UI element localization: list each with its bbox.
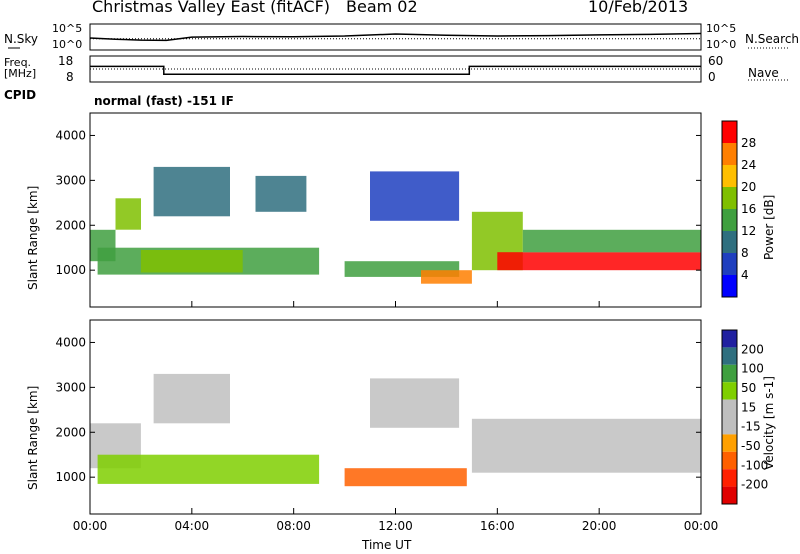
xtick-label: 16:00 [480, 519, 515, 533]
velocity-colorbar-tick: 100 [741, 362, 764, 376]
echo-region [153, 166, 230, 217]
echo-region [370, 378, 460, 428]
date-label: 10/Feb/2013 [588, 0, 689, 16]
velocity-colorbar-swatch [722, 434, 737, 452]
xtick-label: 12:00 [378, 519, 413, 533]
beam-label: Beam 02 [346, 0, 418, 16]
nsky-label: N.Sky [4, 32, 39, 46]
velocity-colorbar-swatch [722, 382, 737, 400]
echo-region [344, 468, 467, 487]
nave-tick-top: 60 [708, 54, 724, 68]
cpid-value: normal (fast) -151 IF [94, 94, 234, 108]
velocity-colorbar-swatch [722, 417, 737, 435]
ytick-label: 4000 [55, 335, 86, 349]
power-colorbar-tick: 16 [741, 202, 756, 216]
velocity-colorbar-swatch [722, 469, 737, 487]
power-colorbar-frame [721, 120, 738, 298]
x-axis-label: Time UT [362, 538, 412, 552]
power-colorbar-swatch [722, 231, 737, 253]
power-colorbar: 4 8 12 16 20 24 28 [721, 120, 756, 298]
echo-region [497, 252, 701, 271]
freq-series-0 [90, 65, 701, 75]
velocity-colorbar-tick: -50 [741, 439, 761, 453]
echo-region [471, 418, 701, 473]
power-colorbar-swatch [722, 275, 737, 297]
nave-label: Nave [748, 66, 779, 80]
ytick-label: 3000 [55, 380, 86, 394]
power-colorbar-tick: 20 [741, 180, 756, 194]
velocity-heatmap [90, 373, 701, 487]
velocity-colorbar-tick: 200 [741, 342, 764, 356]
ytick-label: 2000 [55, 218, 86, 232]
noise-tick-right-top: 10^5 [706, 22, 737, 35]
freq-tick-top: 18 [58, 54, 74, 68]
freq-label-line2: [MHz] [4, 67, 37, 80]
noise-series-0 [89, 32, 702, 42]
xtick-label: 08:00 [276, 519, 311, 533]
echo-region [370, 171, 460, 221]
echo-region [421, 270, 472, 284]
power-yticks: 1000 2000 3000 4000 [55, 128, 701, 277]
power-colorbar-swatch [722, 121, 737, 143]
noise-tick-right-bottom: 10^0 [706, 38, 737, 51]
power-colorbar-swatch [722, 165, 737, 187]
velocity-colorbar-swatch [722, 451, 737, 470]
velocity-colorbar-tick: 50 [741, 381, 756, 395]
time-axis-ticks: 00:00 04:00 08:00 12:00 16:00 20:00 00:00 [73, 301, 719, 533]
power-colorbar-swatch [722, 143, 737, 165]
noise-panel-frame [89, 23, 702, 51]
power-colorbar-swatch [722, 187, 737, 209]
echo-region [255, 175, 307, 212]
velocity-colorbar-tick: -100 [741, 458, 768, 472]
velocity-colorbar-swatch [722, 330, 737, 348]
velocity-colorbar-swatch [722, 399, 737, 417]
noise-tick-left-bottom: 10^0 [52, 38, 83, 51]
station-title: Christmas Valley East (fitACF) [92, 0, 331, 16]
freq-lines [90, 65, 701, 75]
power-colorbar-tick: 8 [741, 246, 749, 260]
velocity-colorbar: 200 100 50 15 -15 -50 -100 -200 [721, 329, 768, 505]
power-colorbar-tick: 4 [741, 268, 749, 282]
velocity-yticks: 1000 2000 3000 4000 [55, 335, 701, 484]
power-colorbar-swatch [722, 253, 737, 275]
freq-tick-bottom: 8 [66, 70, 74, 84]
velocity-colorbar-tick: -200 [741, 478, 768, 492]
velocity-colorbar-tick: -15 [741, 420, 761, 434]
echo-region [522, 229, 701, 253]
ytick-label: 2000 [55, 425, 86, 439]
xtick-label: 20:00 [582, 519, 617, 533]
echo-region [140, 250, 243, 273]
ytick-label: 1000 [55, 263, 86, 277]
noise-tick-left-top: 10^5 [52, 22, 83, 35]
xtick-label: 04:00 [175, 519, 210, 533]
nsearch-label: N.Search [745, 32, 800, 46]
echo-region [97, 454, 320, 484]
noise-lines [89, 32, 702, 42]
echo-region [153, 373, 230, 424]
power-colorbar-tick: 24 [741, 158, 756, 172]
velocity-colorbar-tick: 15 [741, 400, 756, 414]
power-heatmap [90, 166, 701, 284]
xtick-label: 00:00 [73, 519, 108, 533]
velocity-colorbar-swatch [722, 364, 737, 383]
ytick-label: 4000 [55, 128, 86, 142]
ytick-label: 1000 [55, 470, 86, 484]
ytick-label: 3000 [55, 173, 86, 187]
freq-label-line1: Freq. [4, 56, 32, 69]
power-colorbar-tick: 12 [741, 224, 756, 238]
power-colorbar-tick: 28 [741, 136, 756, 150]
cpid-label: CPID [4, 88, 37, 102]
xtick-label: 00:00 [684, 519, 719, 533]
nave-tick-bottom: 0 [708, 70, 716, 84]
velocity-colorbar-swatch [722, 347, 737, 365]
velocity-colorbar-swatch [722, 486, 737, 504]
velocity-colorbar-frame [721, 329, 738, 505]
power-colorbar-swatch [722, 209, 737, 231]
echo-region [115, 198, 141, 230]
